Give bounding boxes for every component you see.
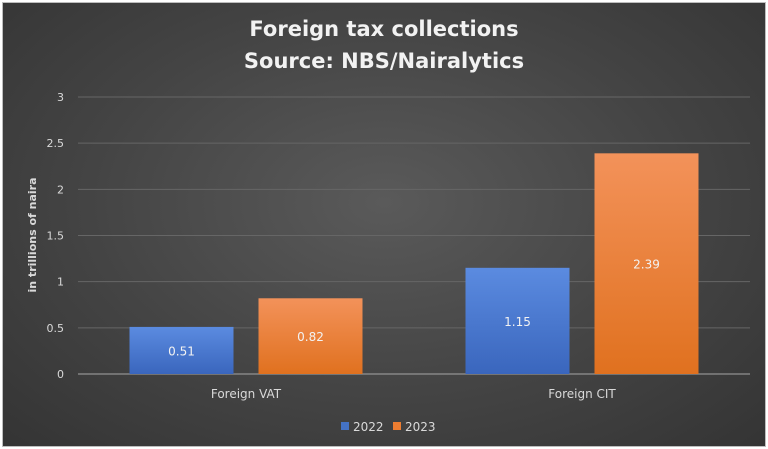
y-axis-ticks: 0 0.5 1 1.5 2 2.5 3 xyxy=(47,91,65,381)
y-axis-label: in trillions of naira xyxy=(26,177,39,292)
data-label: 0.82 xyxy=(297,330,324,344)
legend-label: 2022 xyxy=(353,420,384,434)
x-category-label: Foreign VAT xyxy=(211,387,282,401)
bar-2023-foreign-vat xyxy=(258,298,363,374)
y-tick-label: 1 xyxy=(57,276,64,289)
bar-2023-foreign-cit xyxy=(594,153,699,374)
x-category-label: Foreign CIT xyxy=(548,387,616,401)
data-label: 1.15 xyxy=(504,315,531,329)
y-tick-label: 2.5 xyxy=(47,137,65,150)
y-tick-label: 3 xyxy=(57,91,64,104)
bar-2022-foreign-vat xyxy=(129,326,234,374)
legend-label: 2023 xyxy=(405,420,436,434)
x-axis-categories: Foreign VAT Foreign CIT xyxy=(211,387,617,401)
chart-subtitle: Source: NBS/Nairalytics xyxy=(244,49,524,73)
y-tick-label: 0.5 xyxy=(47,322,65,335)
legend-swatch xyxy=(393,422,401,430)
y-tick-label: 2 xyxy=(57,183,64,196)
bars xyxy=(129,153,699,374)
data-label: 2.39 xyxy=(633,258,660,272)
y-tick-label: 0 xyxy=(57,368,64,381)
y-tick-label: 1.5 xyxy=(47,230,65,243)
bar-2022-foreign-cit xyxy=(465,267,570,374)
legend: 2022 2023 xyxy=(341,420,436,434)
data-labels: 0.51 0.82 1.15 2.39 xyxy=(168,258,660,359)
legend-swatch xyxy=(341,422,349,430)
data-label: 0.51 xyxy=(168,344,195,358)
chart-title: Foreign tax collections xyxy=(249,17,518,41)
